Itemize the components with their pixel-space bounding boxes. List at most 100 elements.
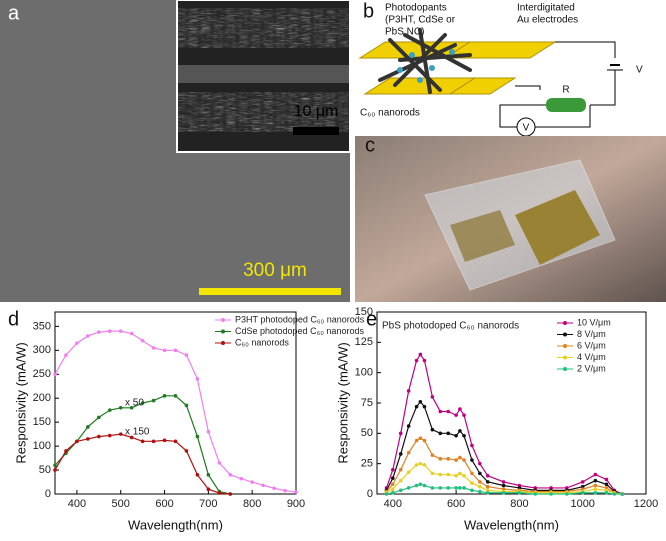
data-point xyxy=(64,449,68,453)
data-point xyxy=(406,450,411,455)
inset-stripe xyxy=(178,92,349,132)
legend-marker xyxy=(221,341,225,345)
y-tick-label: 350 xyxy=(33,320,51,332)
scale-label: 300 μm xyxy=(243,260,307,281)
y-tick-label: 150 xyxy=(33,416,51,428)
data-point xyxy=(462,413,466,417)
data-point xyxy=(173,394,178,398)
data-point xyxy=(261,483,265,488)
scale-bar xyxy=(199,288,341,295)
y-tick-label: 0 xyxy=(45,488,51,500)
data-point xyxy=(446,457,451,461)
data-point xyxy=(438,409,443,414)
data-point xyxy=(470,481,474,485)
data-point xyxy=(406,486,411,490)
data-point xyxy=(391,482,395,487)
data-point xyxy=(228,492,233,496)
y-tick-label: 125 xyxy=(355,336,373,348)
data-point xyxy=(418,482,423,487)
data-point xyxy=(458,429,462,433)
x-tick-label: 900 xyxy=(287,498,305,510)
data-point xyxy=(565,492,569,496)
data-point xyxy=(462,474,466,478)
y-tick-label: 50 xyxy=(361,427,373,439)
data-point xyxy=(478,489,482,494)
data-point xyxy=(53,372,57,377)
data-point xyxy=(485,474,490,478)
data-point xyxy=(454,413,458,417)
diagram-label: PbS NC) xyxy=(385,27,424,38)
data-point xyxy=(612,492,617,496)
data-point xyxy=(406,389,411,393)
diagram-label: (P3HT, CdSe or xyxy=(385,15,456,26)
data-point xyxy=(418,352,423,357)
data-point xyxy=(107,433,112,438)
data-point xyxy=(414,404,419,409)
panel-label: c xyxy=(365,134,375,156)
data-point xyxy=(422,404,427,409)
legend-label: P3HT photodoped C₆₀ nanorods xyxy=(235,314,365,324)
data-point xyxy=(446,486,451,490)
data-point xyxy=(422,438,427,443)
data-point xyxy=(462,458,466,462)
y-tick-label: 50 xyxy=(39,464,51,476)
data-point xyxy=(162,438,167,443)
annotation: x 50 xyxy=(125,398,144,409)
x-axis-title: Wavelength(nm) xyxy=(464,517,559,532)
data-point xyxy=(422,483,427,488)
y-tick-label: 25 xyxy=(361,458,373,470)
y-tick-label: 200 xyxy=(33,392,51,404)
data-point xyxy=(580,490,585,495)
data-point xyxy=(97,415,101,420)
data-point xyxy=(129,331,134,336)
data-point xyxy=(604,482,609,487)
x-tick-label: 400 xyxy=(384,498,402,510)
y-tick-label: 250 xyxy=(33,368,51,380)
data-point xyxy=(173,439,178,444)
data-point xyxy=(478,484,482,489)
annotation: PbS photodoped C₆₀ nanorods xyxy=(382,321,519,332)
legend-label: 10 V/μm xyxy=(577,317,611,327)
data-point xyxy=(470,488,474,493)
data-point xyxy=(422,358,427,363)
data-point xyxy=(446,409,451,414)
legend-label: 8 V/μm xyxy=(577,329,606,339)
data-point xyxy=(422,463,427,467)
data-point xyxy=(454,474,458,478)
legend-label: C₆₀ nanorods xyxy=(235,337,289,347)
x-tick-label: 700 xyxy=(199,498,217,510)
data-point xyxy=(398,452,403,456)
data-point xyxy=(195,473,200,477)
data-point xyxy=(140,338,145,343)
data-point xyxy=(129,405,134,410)
legend-marker xyxy=(563,355,567,360)
data-point xyxy=(162,394,167,398)
data-point xyxy=(418,461,423,466)
data-point xyxy=(184,449,189,453)
diagram-label: R xyxy=(562,85,569,96)
data-point xyxy=(446,472,451,477)
data-point xyxy=(294,490,298,494)
data-point xyxy=(118,405,123,410)
x-tick-label: 1200 xyxy=(634,498,658,510)
y-tick-label: 75 xyxy=(361,397,373,409)
data-point xyxy=(430,427,435,432)
electrode-pad xyxy=(450,210,515,262)
panel-label: e xyxy=(366,308,377,330)
y-axis-title: Responsivity (mA/W) xyxy=(13,342,28,463)
legend-marker xyxy=(563,344,567,348)
x-tick-label: 800 xyxy=(243,498,261,510)
data-point xyxy=(517,490,522,495)
panel-label: d xyxy=(8,308,19,330)
plot-frame xyxy=(376,311,647,495)
data-point xyxy=(418,399,423,404)
series-line xyxy=(54,330,297,493)
y-tick-label: 0 xyxy=(367,488,373,500)
data-point xyxy=(162,348,167,353)
data-point xyxy=(485,484,490,489)
data-point xyxy=(86,425,90,429)
data-point xyxy=(129,435,134,440)
data-point xyxy=(458,455,462,460)
data-point xyxy=(604,477,609,482)
